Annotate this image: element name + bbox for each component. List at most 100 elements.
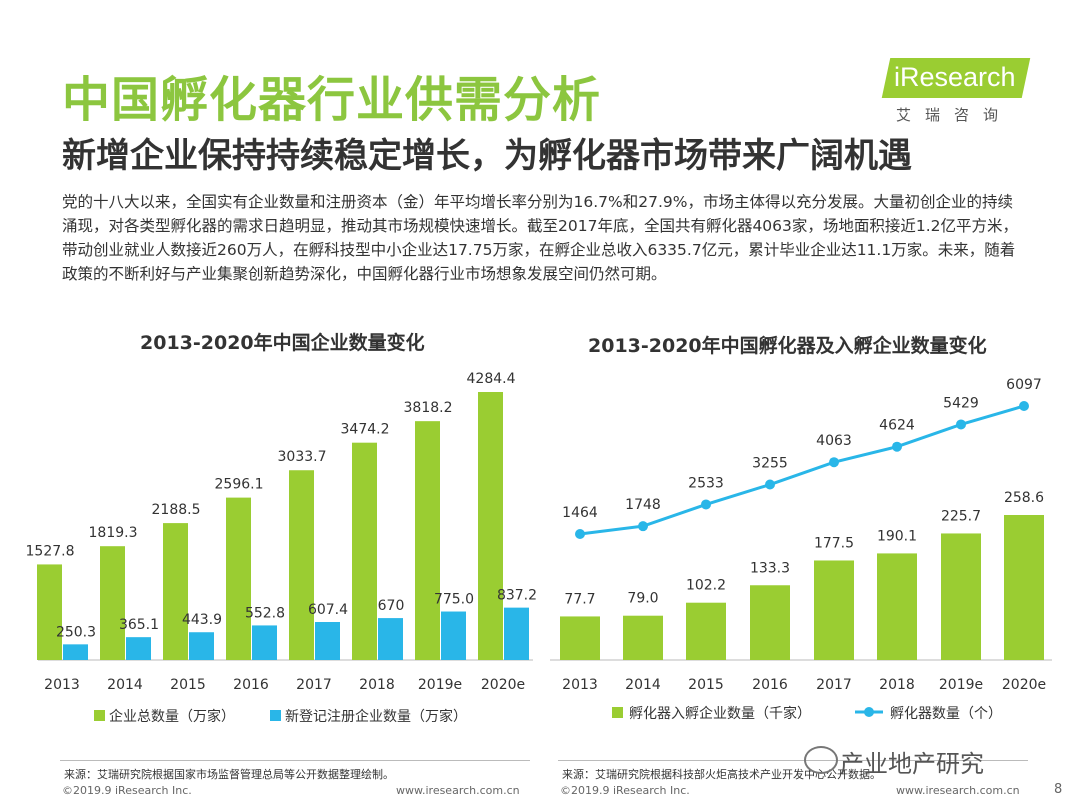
chart2-tick-label: 2018 bbox=[879, 677, 915, 693]
chart1-legend-new: 新登记注册企业数量（万家） bbox=[285, 708, 467, 725]
page-title: 中国孵化器行业供需分析 bbox=[62, 72, 602, 128]
chart1-label-new: 837.2 bbox=[497, 588, 537, 604]
chart1-label-total: 3033.7 bbox=[278, 449, 327, 465]
chart1-label-total: 1819.3 bbox=[89, 525, 138, 541]
chart2-title: 2013-2020年中国孵化器及入孵企业数量变化 bbox=[588, 335, 987, 357]
wechat-icon bbox=[804, 746, 838, 774]
chart2-point-incubators bbox=[956, 419, 966, 430]
chart1-tick-label: 2015 bbox=[170, 677, 206, 693]
chart2-bar-incubated bbox=[1004, 515, 1044, 660]
chart2-label-incubated: 177.5 bbox=[814, 535, 854, 551]
watermark-text: 产业地产研究 bbox=[840, 750, 984, 778]
chart2-label-incubated: 79.0 bbox=[627, 591, 658, 607]
chart2-tick-label: 2016 bbox=[752, 677, 788, 693]
chart2-label-incubators: 4063 bbox=[816, 433, 852, 449]
body-paragraph: 党的十八大以来，全国实有企业数量和注册资本（金）年平均增长率分别为16.7%和2… bbox=[62, 193, 1019, 283]
chart1-label-new: 552.8 bbox=[245, 605, 285, 621]
chart2-point-incubators bbox=[1019, 401, 1029, 411]
footer-right-url: www.iresearch.com.cn bbox=[896, 784, 1020, 797]
chart1-label-total: 3818.2 bbox=[404, 400, 453, 416]
chart1-label-total: 3474.2 bbox=[341, 422, 390, 438]
chart1-label-new: 775.0 bbox=[434, 592, 474, 608]
chart1-label-new: 607.4 bbox=[308, 602, 348, 618]
page-number: 8 bbox=[1054, 782, 1063, 797]
chart2-point-incubators bbox=[829, 457, 839, 468]
chart1-tick-label: 2014 bbox=[107, 677, 143, 693]
chart2-label-incubators: 2533 bbox=[688, 475, 724, 491]
footer-left-url: www.iresearch.com.cn bbox=[396, 784, 520, 797]
chart2-label-incubators: 3255 bbox=[752, 456, 788, 472]
chart2-point-incubators bbox=[892, 441, 902, 452]
chart2-bar-incubated bbox=[877, 553, 917, 660]
chart1-legend-total: 企业总数量（万家） bbox=[109, 708, 235, 725]
chart1-bar-total bbox=[289, 470, 314, 660]
chart1-label-total: 2188.5 bbox=[152, 502, 201, 518]
chart2-tick-label: 2017 bbox=[816, 677, 852, 693]
chart2-point-incubators bbox=[575, 529, 585, 539]
chart2-point-incubators bbox=[765, 479, 775, 490]
chart2-legend-line-dot bbox=[864, 707, 874, 717]
logo-brand-text: iResearch bbox=[894, 62, 1016, 92]
chart1-bar-new bbox=[189, 632, 214, 660]
chart1-title: 2013-2020年中国企业数量变化 bbox=[140, 332, 425, 354]
chart1-bar-new bbox=[63, 644, 88, 660]
chart2-point-incubators bbox=[701, 499, 711, 510]
chart1-bar-new bbox=[378, 618, 403, 660]
chart1-label-total: 2596.1 bbox=[215, 477, 264, 493]
chart1-legend-swatch-total bbox=[94, 710, 105, 721]
chart2-label-incubated: 133.3 bbox=[750, 560, 790, 576]
chart2-legend-bar: 孵化器入孵企业数量（千家） bbox=[629, 705, 811, 722]
chart1-tick-label: 2018 bbox=[359, 677, 395, 693]
chart1-bar-total bbox=[478, 392, 503, 660]
chart2-label-incubators: 5429 bbox=[943, 395, 979, 411]
chart1-bar-total bbox=[415, 421, 440, 660]
chart2-point-incubators bbox=[638, 521, 648, 532]
chart2-legend-line: 孵化器数量（个） bbox=[890, 706, 1002, 722]
source-divider-left bbox=[60, 760, 530, 761]
chart2-label-incubators: 1748 bbox=[625, 497, 661, 513]
chart2-label-incubated: 77.7 bbox=[564, 591, 595, 607]
page-subtitle: 新增企业保持持续稳定增长，为孵化器市场带来广阔机遇 bbox=[62, 136, 912, 176]
chart2-tick-label: 2014 bbox=[625, 677, 661, 693]
chart1-label-total: 4284.4 bbox=[467, 371, 516, 387]
chart1-label-new: 670 bbox=[378, 598, 405, 614]
chart1-legend-swatch-new bbox=[270, 710, 281, 721]
chart1-source: 来源：艾瑞研究院根据国家市场监督管理总局等公开数据整理绘制。 bbox=[64, 768, 394, 781]
chart2-label-incubated: 225.7 bbox=[941, 508, 981, 524]
chart2-label-incubated: 190.1 bbox=[877, 528, 917, 544]
chart2-tick-label: 2015 bbox=[688, 677, 724, 693]
source-divider-right bbox=[558, 760, 1028, 761]
chart1-bar-new bbox=[252, 625, 277, 660]
chart1-label-new: 443.9 bbox=[182, 612, 222, 628]
chart2-source: 来源：艾瑞研究院根据科技部火炬高技术产业开发中心公开数据。 bbox=[562, 768, 881, 781]
chart2-tick-label: 2013 bbox=[562, 677, 598, 693]
logo-subtitle: 艾瑞咨询 bbox=[896, 106, 1013, 124]
chart2-label-incubators: 6097 bbox=[1006, 377, 1042, 393]
chart2-label-incubated: 258.6 bbox=[1004, 490, 1044, 506]
chart2-line-incubators bbox=[579, 404, 1025, 536]
chart1-bar-total bbox=[163, 523, 188, 660]
chart1-label-total: 1527.8 bbox=[26, 543, 75, 559]
chart1-tick-label: 2013 bbox=[44, 677, 80, 693]
wechat-watermark: 产业地产研究 bbox=[804, 744, 984, 779]
chart1-tick-label: 2019e bbox=[418, 677, 462, 693]
chart2-bar-incubated bbox=[560, 616, 600, 660]
chart2-tick-label: 2020e bbox=[1002, 677, 1046, 693]
footer-left-copyright: ©2019.9 iResearch Inc. bbox=[62, 784, 192, 797]
chart2-label-incubators: 1464 bbox=[562, 505, 598, 521]
chart1-bar-new bbox=[441, 611, 466, 660]
footer-right-copyright: ©2019.9 iResearch Inc. bbox=[560, 784, 690, 797]
chart1-bar-new bbox=[315, 622, 340, 660]
chart1-tick-label: 2017 bbox=[296, 677, 332, 693]
chart1-bar-total bbox=[352, 442, 377, 660]
chart1-tick-label: 2016 bbox=[233, 677, 269, 693]
chart2-bar-incubated bbox=[941, 533, 981, 660]
chart1-bar-total bbox=[226, 497, 251, 660]
chart2-tick-label: 2019e bbox=[939, 677, 983, 693]
chart2-bar-incubated bbox=[814, 560, 854, 660]
chart1-label-new: 250.3 bbox=[56, 624, 96, 640]
chart2-legend-swatch-bar bbox=[612, 707, 623, 718]
chart1-label-new: 365.1 bbox=[119, 617, 159, 633]
chart2-bar-incubated bbox=[750, 585, 790, 660]
